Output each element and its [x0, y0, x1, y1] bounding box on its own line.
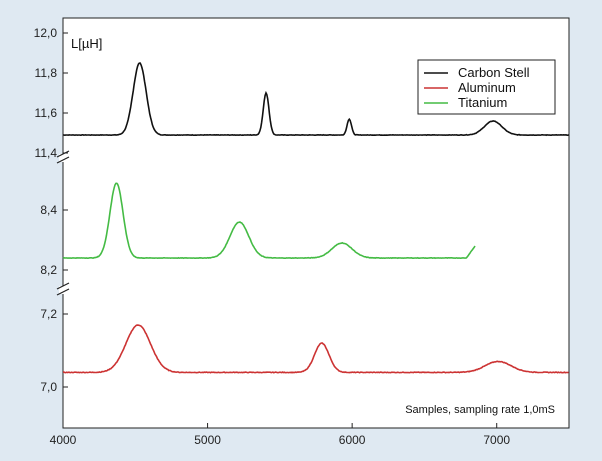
- y-tick-label: 7,2: [40, 307, 57, 321]
- legend: Carbon Stell Aluminum Titanium: [417, 59, 556, 115]
- x-tick-label: 5000: [194, 433, 221, 447]
- x-axis-ticks: 4000 5000 6000 7000: [50, 423, 510, 447]
- y-axis-ticks: 11,4 11,6 11,8 12,0 8,2 8,4 7,0 7,2: [34, 26, 68, 394]
- legend-label-aluminum: Aluminum: [458, 80, 516, 95]
- x-tick-label: 4000: [50, 433, 77, 447]
- axis-break-1: [56, 150, 70, 164]
- axis-breaks: [56, 150, 70, 296]
- y-tick-label: 8,4: [40, 203, 57, 217]
- x-axis-label: Samples, sampling rate 1,0mS: [405, 404, 555, 416]
- x-tick-label: 6000: [339, 433, 366, 447]
- y-tick-label: 7,0: [40, 380, 57, 394]
- y-tick-label: 11,6: [35, 106, 58, 120]
- series-line-aluminum: [63, 324, 569, 374]
- y-tick-label: 11,8: [35, 66, 58, 80]
- series-lines: [62, 62, 569, 374]
- legend-label-carbon: Carbon Stell: [458, 65, 530, 80]
- y-axis-label: L[µH]: [71, 36, 102, 51]
- series-line-carbon-stell: [63, 62, 569, 137]
- y-tick-label: 11,4: [35, 146, 58, 160]
- legend-box: [417, 59, 556, 115]
- y-tick-label: 12,0: [34, 26, 58, 40]
- legend-label-titanium: Titanium: [458, 95, 507, 110]
- x-tick-label: 7000: [483, 433, 510, 447]
- axis-break-2: [56, 282, 70, 296]
- series-line-titanium: [62, 182, 476, 260]
- y-tick-label: 8,2: [40, 263, 57, 277]
